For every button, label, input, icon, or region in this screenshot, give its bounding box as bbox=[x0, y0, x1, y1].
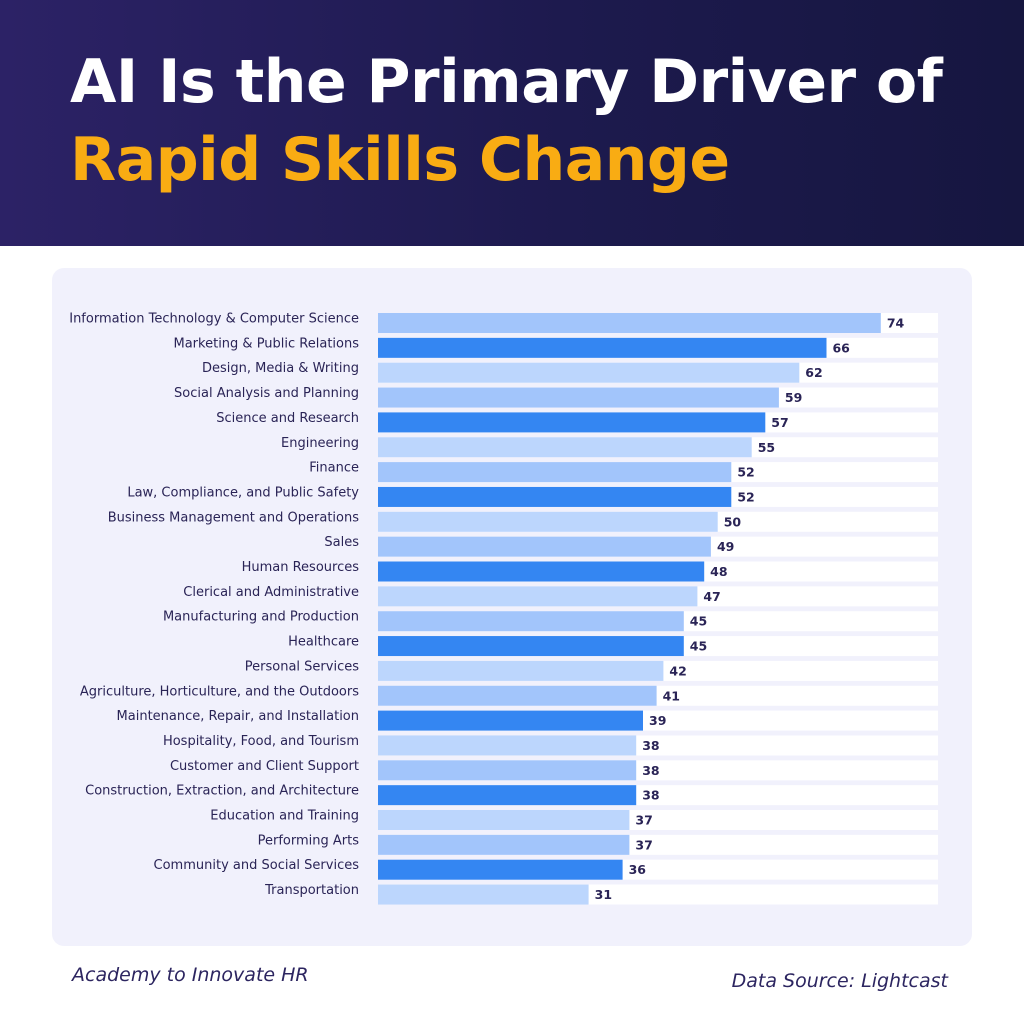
bar bbox=[378, 536, 711, 557]
value-label: 62 bbox=[805, 365, 822, 380]
bar bbox=[378, 685, 657, 706]
value-label: 45 bbox=[690, 614, 707, 629]
category-label: Agriculture, Horticulture, and the Outdo… bbox=[80, 684, 359, 699]
bar bbox=[378, 313, 881, 333]
category-label: Construction, Extraction, and Architectu… bbox=[85, 784, 359, 799]
category-label: Engineering bbox=[281, 436, 359, 451]
category-label: Sales bbox=[324, 535, 359, 550]
value-label: 55 bbox=[758, 440, 775, 455]
title-line-1: AI Is the Primary Driver of bbox=[70, 47, 943, 117]
category-label: Community and Social Services bbox=[154, 858, 360, 873]
category-label: Hospitality, Food, and Tourism bbox=[163, 734, 359, 749]
bar bbox=[378, 834, 630, 855]
bar bbox=[378, 337, 827, 358]
category-label: Healthcare bbox=[288, 635, 359, 650]
value-label: 59 bbox=[785, 390, 802, 405]
value-label: 38 bbox=[642, 763, 659, 778]
bar bbox=[378, 884, 589, 905]
value-label: 37 bbox=[635, 837, 652, 852]
value-label: 49 bbox=[717, 539, 734, 554]
bar bbox=[378, 437, 752, 458]
category-label: Transportation bbox=[264, 883, 359, 898]
value-label: 41 bbox=[663, 688, 680, 703]
value-label: 74 bbox=[887, 316, 905, 331]
category-label: Marketing & Public Relations bbox=[174, 336, 360, 351]
value-label: 42 bbox=[669, 663, 686, 678]
bar bbox=[378, 760, 637, 781]
category-label: Personal Services bbox=[245, 659, 359, 674]
value-label: 36 bbox=[629, 862, 647, 877]
value-label: 38 bbox=[642, 738, 659, 753]
value-label: 39 bbox=[649, 713, 666, 728]
category-label: Manufacturing and Production bbox=[163, 610, 359, 625]
category-label: Social Analysis and Planning bbox=[174, 386, 359, 401]
value-label: 50 bbox=[724, 514, 742, 529]
bar bbox=[378, 611, 684, 632]
footer-data-source: Data Source: Lightcast bbox=[731, 970, 948, 992]
footer-organization: Academy to Innovate HR bbox=[72, 964, 309, 986]
value-label: 37 bbox=[635, 813, 652, 828]
bar bbox=[378, 586, 698, 607]
bar bbox=[378, 511, 718, 532]
category-label: Maintenance, Repair, and Installation bbox=[117, 709, 359, 724]
bar bbox=[378, 561, 705, 582]
category-label: Education and Training bbox=[210, 809, 359, 824]
value-label: 45 bbox=[690, 639, 707, 654]
bar bbox=[378, 660, 664, 681]
header-banner: AI Is the Primary Driver of Rapid Skills… bbox=[0, 0, 1024, 246]
category-label: Performing Arts bbox=[258, 833, 360, 848]
bar bbox=[378, 387, 779, 408]
category-label: Design, Media & Writing bbox=[202, 361, 359, 376]
bar bbox=[378, 735, 637, 756]
bar bbox=[378, 710, 643, 731]
bar bbox=[378, 362, 800, 383]
category-label: Customer and Client Support bbox=[170, 759, 359, 774]
value-label: 38 bbox=[642, 788, 659, 803]
category-label: Business Management and Operations bbox=[108, 510, 360, 525]
bar bbox=[378, 486, 732, 507]
value-label: 48 bbox=[710, 564, 727, 579]
category-label: Finance bbox=[309, 461, 359, 476]
bar-chart: Information Technology & Computer Scienc… bbox=[69, 312, 938, 905]
category-label: Human Resources bbox=[242, 560, 360, 575]
chart-panel: Information Technology & Computer Scienc… bbox=[52, 268, 972, 946]
category-label: Science and Research bbox=[216, 411, 359, 426]
bar bbox=[378, 785, 637, 806]
value-label: 57 bbox=[771, 415, 788, 430]
title-line-2: Rapid Skills Change bbox=[70, 125, 730, 195]
bar bbox=[378, 412, 766, 433]
value-label: 66 bbox=[832, 340, 850, 355]
category-label: Information Technology & Computer Scienc… bbox=[69, 312, 359, 327]
category-label: Law, Compliance, and Public Safety bbox=[127, 485, 359, 500]
bar bbox=[378, 636, 684, 657]
value-label: 52 bbox=[737, 489, 754, 504]
category-label: Clerical and Administrative bbox=[183, 585, 359, 600]
bar bbox=[378, 810, 630, 830]
value-label: 47 bbox=[703, 589, 720, 604]
bar bbox=[378, 859, 623, 880]
value-label: 31 bbox=[595, 887, 612, 902]
value-label: 52 bbox=[737, 465, 754, 480]
bar bbox=[378, 462, 732, 483]
